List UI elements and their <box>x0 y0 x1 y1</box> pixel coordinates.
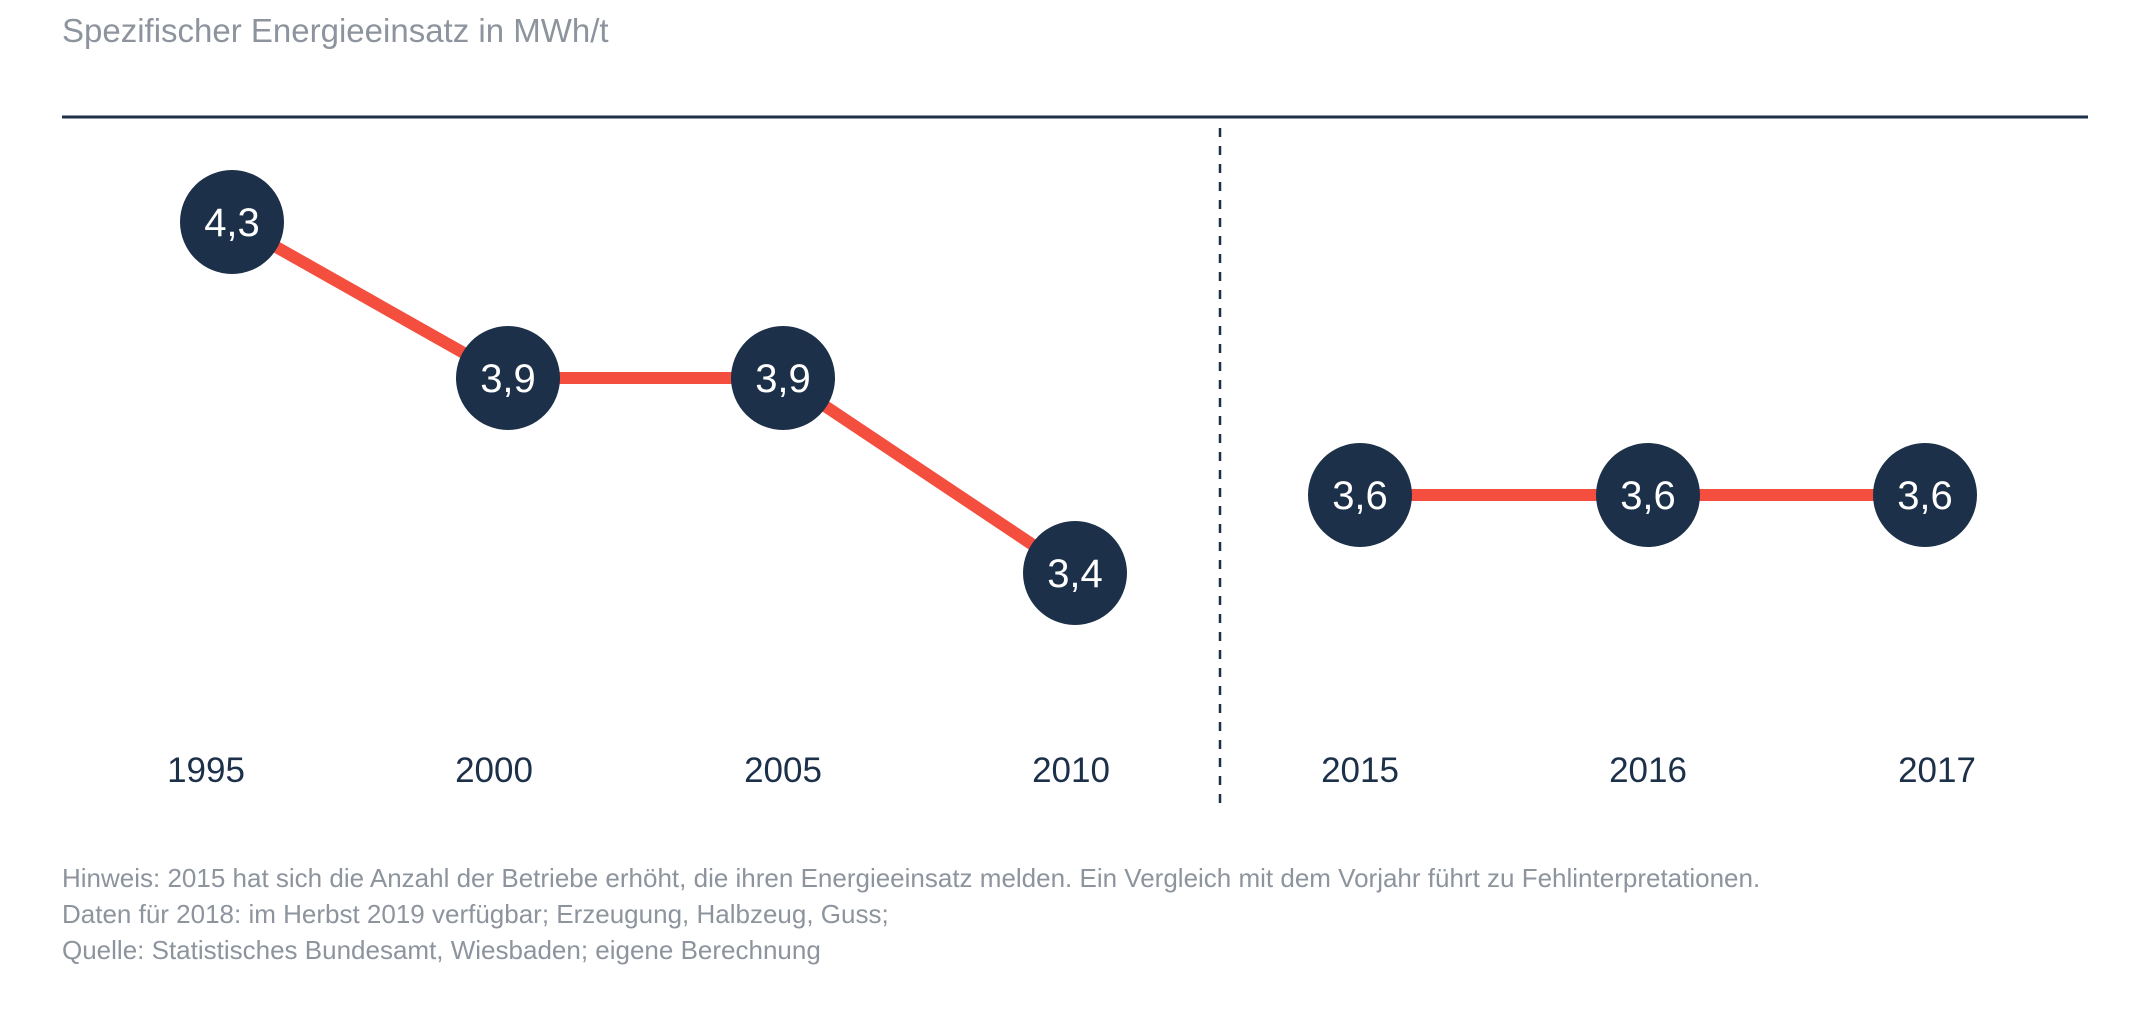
series-line <box>229 216 1079 578</box>
data-markers: 4,3 3,9 3,9 3,4 3,6 3,6 3,6 <box>180 170 1977 625</box>
data-marker <box>180 170 284 274</box>
x-tick-label: 1995 <box>167 751 245 790</box>
data-label: 3,6 <box>1620 474 1676 518</box>
data-point: 3,4 <box>1023 521 1127 625</box>
data-marker <box>1596 443 1700 547</box>
data-point: 3,6 <box>1596 443 1700 547</box>
x-tick-label: 2015 <box>1321 751 1399 790</box>
data-marker <box>1023 521 1127 625</box>
data-label: 3,6 <box>1897 474 1953 518</box>
x-tick-label: 2017 <box>1898 751 1976 790</box>
data-marker <box>1308 443 1412 547</box>
chart-title: Spezifischer Energieeinsatz in MWh/t <box>62 12 609 49</box>
x-tick-label: 2016 <box>1609 751 1687 790</box>
data-point: 3,6 <box>1308 443 1412 547</box>
data-point: 4,3 <box>180 170 284 274</box>
data-point: 3,9 <box>456 326 560 430</box>
data-point: 3,9 <box>731 326 835 430</box>
note-quelle: Quelle: Statistisches Bundesamt, Wiesbad… <box>62 935 821 965</box>
data-point: 3,6 <box>1873 443 1977 547</box>
data-label: 3,6 <box>1332 474 1388 518</box>
note-daten: Daten für 2018: im Herbst 2019 verfügbar… <box>62 899 889 929</box>
data-marker <box>456 326 560 430</box>
data-label: 4,3 <box>204 201 260 245</box>
data-marker <box>731 326 835 430</box>
data-label: 3,9 <box>755 357 811 401</box>
footnotes: Hinweis: 2015 hat sich die Anzahl der Be… <box>62 860 1760 968</box>
x-tick-label: 2000 <box>455 751 533 790</box>
note-hinweis: Hinweis: 2015 hat sich die Anzahl der Be… <box>62 863 1761 893</box>
x-axis-ticks: 1995 2000 2005 2010 2015 2016 2017 <box>167 751 1976 790</box>
data-label: 3,9 <box>480 357 536 401</box>
x-tick-label: 2005 <box>744 751 822 790</box>
data-label: 3,4 <box>1047 552 1103 596</box>
x-tick-label: 2010 <box>1032 751 1110 790</box>
data-marker <box>1873 443 1977 547</box>
